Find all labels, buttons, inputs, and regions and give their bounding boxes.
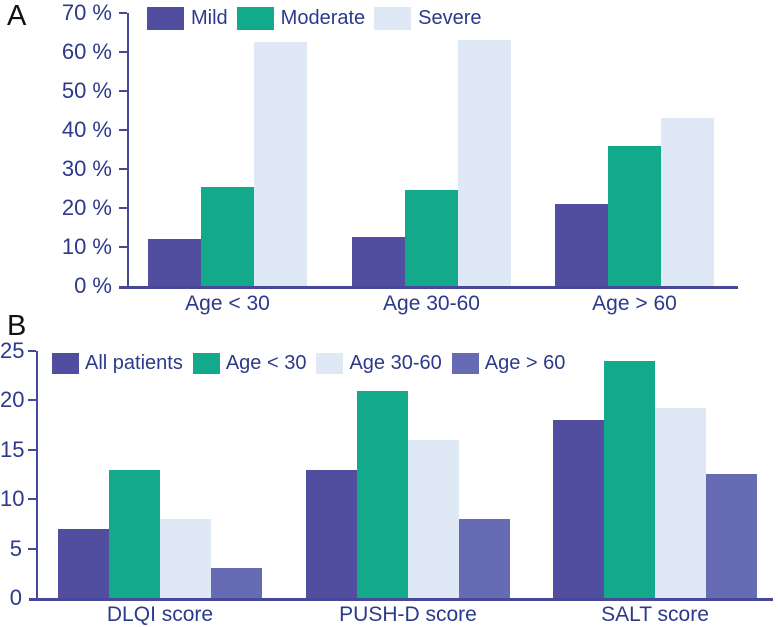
y-tick-label: 5	[9, 535, 22, 561]
bar-severe-age-30	[254, 42, 307, 286]
legend-label-severe: Severe	[418, 7, 482, 29]
bar-all-patients-push-d-score	[306, 469, 357, 598]
y-axis-line	[36, 351, 38, 598]
bar-age-30-60-push-d-score	[408, 439, 459, 598]
y-tick-mark	[119, 168, 127, 170]
bar-age-30-push-d-score	[357, 390, 408, 598]
legend-swatch-severe	[374, 7, 412, 30]
y-tick-label: 40 %	[61, 117, 112, 142]
y-tick-label: 10 %	[61, 234, 112, 259]
legend-swatch-all-patients	[52, 353, 79, 374]
y-tick-label: 25	[0, 338, 25, 363]
y-tick-label: 70 %	[61, 0, 112, 25]
legend: Mild Moderate Severe	[147, 7, 482, 30]
y-tick-mark	[119, 207, 127, 209]
legend-item-age-60: Age > 60	[451, 352, 566, 375]
bar-age-30-salt-score	[604, 360, 655, 598]
bar-mild-age-30-60	[352, 237, 405, 286]
y-tick-mark	[28, 448, 36, 451]
x-category-label-salt-score: SALT score	[601, 603, 709, 626]
legend-label-age-30: Age < 30	[225, 352, 307, 374]
y-tick-mark	[28, 547, 36, 550]
legend-swatch-moderate	[236, 7, 274, 30]
legend-item-all-patients: All patients	[52, 352, 183, 375]
legend-label-mild: Mild	[191, 7, 228, 29]
y-tick-label: 60 %	[61, 39, 112, 64]
legend-swatch-mild	[147, 7, 184, 30]
bar-mild-age-30	[148, 239, 201, 286]
bar-moderate-age-30	[201, 186, 254, 286]
x-category-label-dlqi-score: DLQI score	[106, 603, 214, 626]
y-tick-label: 10	[0, 486, 25, 512]
y-tick-label: 30 %	[61, 156, 112, 181]
legend-label-moderate: Moderate	[280, 7, 366, 29]
y-tick-label: 0	[9, 585, 22, 610]
legend-item-age-30-60: Age 30-60	[316, 352, 442, 375]
legend-swatch-age-60	[451, 353, 479, 374]
y-tick-label: 0 %	[74, 273, 112, 298]
y-tick-mark	[28, 399, 36, 402]
x-axis-line	[29, 598, 773, 601]
x-category-label-push-d-score: PUSH-D score	[339, 603, 477, 626]
bar-all-patients-dlqi-score	[58, 528, 109, 598]
bar-severe-age-30-60	[458, 40, 511, 286]
x-category-label-age-30: Age < 30	[185, 292, 270, 315]
panel-a-label: A	[7, 0, 27, 32]
y-tick-mark	[28, 498, 36, 501]
x-category-label-age-60: Age > 60	[592, 292, 677, 315]
y-tick-label: 20	[0, 387, 25, 413]
bar-age-30-60-salt-score	[655, 408, 706, 598]
y-tick-mark	[119, 246, 127, 248]
y-tick-mark	[119, 51, 127, 53]
bar-all-patients-salt-score	[553, 420, 604, 598]
legend-item-moderate: Moderate	[236, 7, 366, 30]
legend-item-mild: Mild	[147, 7, 228, 30]
y-axis-line	[127, 13, 129, 286]
bar-age-60-push-d-score	[459, 518, 510, 598]
x-category-label-age-30-60: Age 30-60	[383, 292, 480, 315]
legend-label-age-30-60: Age 30-60	[349, 352, 442, 374]
bar-age-60-dlqi-score	[211, 568, 262, 598]
y-tick-mark	[119, 90, 127, 92]
legend: All patients Age < 30 Age 30-60 Age > 60	[52, 352, 565, 375]
y-tick-label: 20 %	[61, 195, 112, 220]
legend-item-age-30: Age < 30	[192, 352, 307, 375]
bar-age-60-salt-score	[706, 473, 757, 598]
bar-mild-age-60	[555, 204, 608, 286]
y-tick-label: 15	[0, 436, 25, 462]
legend-label-age-60: Age > 60	[484, 352, 566, 374]
bar-age-30-dlqi-score	[109, 469, 160, 598]
bar-moderate-age-60	[608, 145, 661, 286]
legend-label-all-patients: All patients	[85, 352, 183, 374]
bar-age-30-60-dlqi-score	[160, 518, 211, 598]
legend-swatch-age-30	[192, 353, 220, 374]
bar-severe-age-60	[661, 118, 714, 286]
y-tick-mark	[119, 12, 127, 14]
y-tick-label: 50 %	[61, 78, 112, 103]
bar-moderate-age-30-60	[405, 190, 458, 286]
legend-item-severe: Severe	[374, 7, 482, 30]
y-tick-mark	[119, 129, 127, 131]
panel-b-label: B	[7, 310, 27, 342]
legend-swatch-age-30-60	[316, 353, 344, 374]
y-tick-mark	[28, 350, 36, 352]
x-axis-line	[119, 286, 738, 289]
